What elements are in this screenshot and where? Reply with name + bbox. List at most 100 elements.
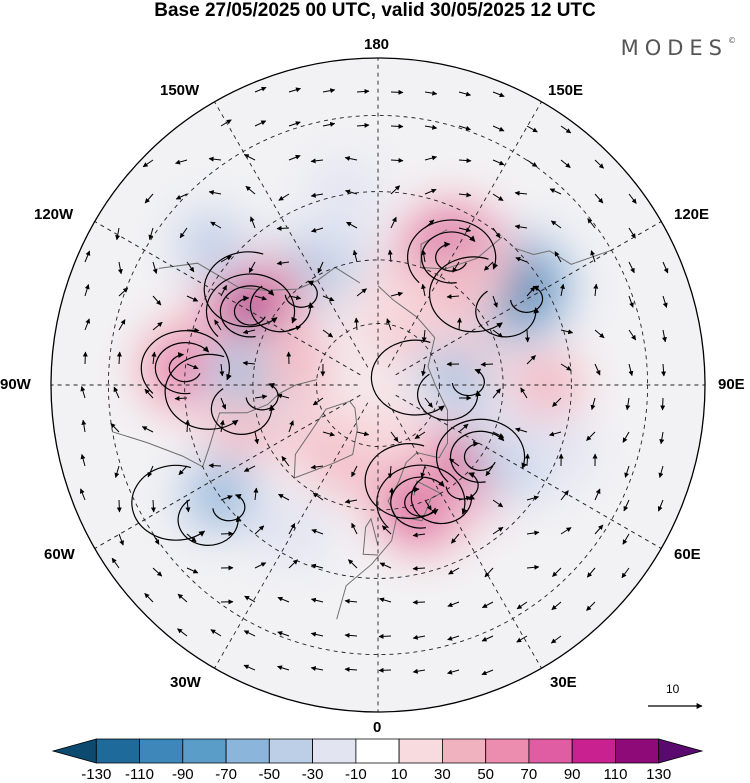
meridian-line (83, 215, 361, 376)
streamline (177, 499, 242, 546)
wind-vector (594, 329, 605, 339)
wind-vector (310, 597, 324, 603)
lon-label-30e: 30E (550, 674, 577, 691)
colorbar (51, 738, 704, 764)
wind-vector (276, 260, 290, 266)
streamline (168, 352, 201, 383)
coastline (112, 379, 317, 468)
wind-vector (448, 567, 460, 575)
streamline (429, 256, 503, 333)
streamline (449, 430, 505, 483)
wind-vector (84, 250, 91, 263)
colorbar-swatch (485, 738, 530, 764)
anomaly-cell (182, 216, 240, 274)
wind-vector (116, 499, 122, 513)
wind-vector (178, 465, 188, 476)
wind-vector (552, 397, 562, 407)
wind-vector (81, 419, 87, 433)
wind-vector (412, 532, 426, 538)
wind-vector (550, 635, 562, 644)
streamline (210, 388, 275, 435)
streamline (475, 290, 540, 338)
wind-vector (253, 487, 259, 501)
wind-vector (186, 261, 195, 273)
wind-vector (208, 463, 222, 469)
wind-vector (390, 123, 404, 129)
wind-vector (590, 397, 596, 411)
wind-vector (356, 88, 370, 94)
wind-vector (144, 388, 154, 399)
wind-vector (175, 193, 188, 200)
coastline (158, 262, 361, 291)
wind-vector (220, 495, 233, 501)
streamline (407, 219, 499, 284)
wind-vector (412, 634, 426, 640)
coastline (293, 400, 358, 479)
wind-vector (214, 319, 222, 331)
streamline (364, 443, 439, 520)
wind-vector (628, 193, 637, 204)
wind-vector (389, 487, 395, 501)
wind-vector (421, 363, 427, 377)
wind-vector (310, 464, 324, 470)
wind-vector (586, 431, 596, 441)
streamline (435, 241, 467, 272)
wind-vector (249, 216, 256, 229)
wind-vector (492, 193, 504, 202)
lon-label-150w: 150W (160, 82, 200, 99)
wind-vector (548, 431, 562, 437)
wind-vector (80, 386, 86, 399)
wind-vector (351, 465, 358, 478)
coastline (336, 285, 448, 620)
wind-vector (356, 122, 370, 128)
wind-vector (421, 329, 427, 343)
wind-vector (278, 193, 290, 201)
wind-vector (220, 531, 234, 537)
wind-vector (242, 360, 256, 366)
wind-vector (485, 465, 494, 477)
wind-vector (243, 630, 256, 637)
wind-vector (177, 628, 188, 637)
wind-vector (412, 599, 426, 605)
wind-vector (458, 91, 472, 97)
wind-vector (185, 499, 191, 513)
wind-vector (381, 525, 392, 535)
wind-vector (243, 154, 256, 161)
streamline (370, 339, 445, 416)
anomaly-cell (270, 335, 327, 393)
wind-vector (492, 431, 505, 438)
wind-vector (348, 559, 358, 569)
wind-vector (254, 562, 267, 569)
wind-vector (277, 631, 290, 637)
lon-label-180: 180 (364, 36, 390, 53)
wind-vector (560, 125, 572, 134)
wind-vector (424, 219, 435, 229)
wind-vector (458, 192, 472, 198)
wind-vector (424, 155, 438, 161)
wind-vector (586, 567, 596, 578)
wind-vector (356, 288, 367, 297)
wind-vector (586, 601, 596, 611)
wind-vector (492, 125, 505, 132)
wind-vector (622, 533, 630, 545)
colorbar-tick-label: -130 (81, 766, 112, 783)
streamline (404, 486, 437, 517)
lon-label-60w: 60W (44, 546, 75, 563)
wind-vector (186, 327, 200, 333)
wind-vector (185, 419, 190, 433)
meridian-line (395, 215, 673, 376)
wind-vector (526, 286, 536, 297)
wind-vector (628, 261, 635, 274)
wind-vector (179, 227, 188, 239)
wind-vector (390, 291, 404, 297)
wind-vector (175, 159, 188, 165)
anomaly-cell (348, 266, 423, 340)
lon-label-150e: 150E (548, 82, 584, 99)
wind-vector (344, 498, 358, 504)
wind-vector (526, 355, 536, 365)
wind-vector (84, 284, 90, 297)
wind-vector (624, 465, 630, 478)
streamline (390, 476, 445, 529)
wind-vector (311, 529, 324, 535)
